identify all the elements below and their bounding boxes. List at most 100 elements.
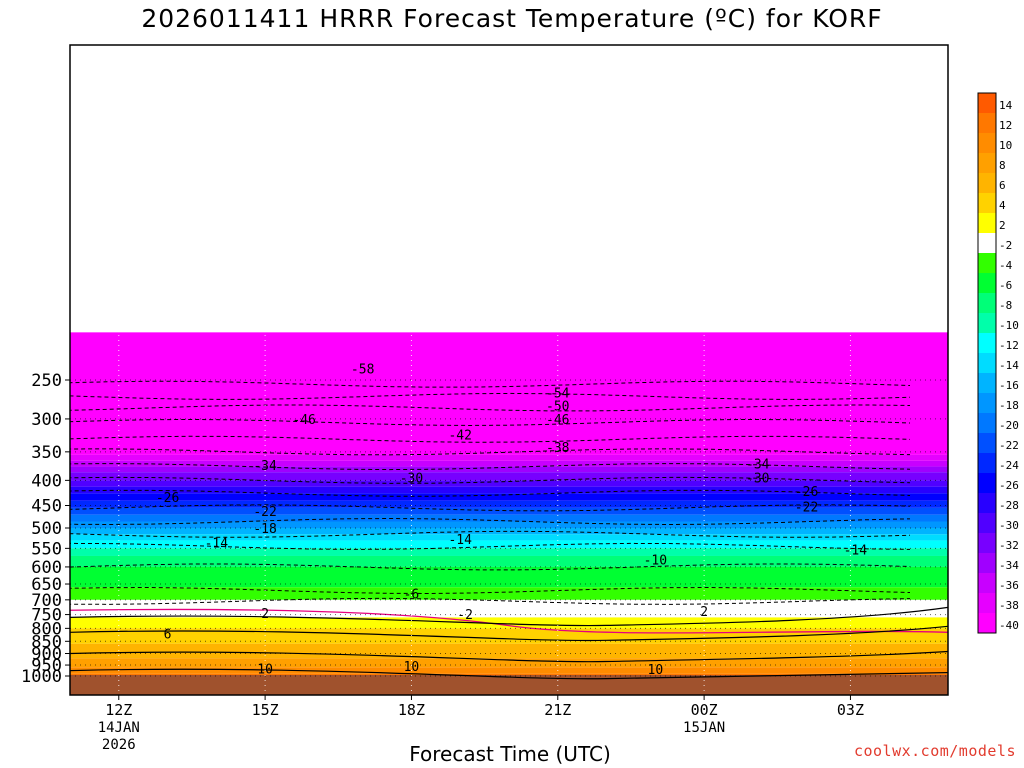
fill-band: [70, 587, 948, 600]
fill-band: [70, 540, 948, 549]
contour-label: -42: [448, 429, 471, 444]
contour-label: -38: [546, 441, 569, 456]
colorbar-label: 10: [999, 139, 1012, 152]
contour-label: -50: [546, 400, 569, 415]
colorbar-label: -34: [999, 559, 1019, 572]
y-tick-label: 550: [31, 539, 62, 559]
y-tick-label: 300: [31, 410, 62, 430]
contour-label: -18: [253, 522, 276, 537]
contour-label: -14: [205, 536, 229, 551]
contour-label: -30: [400, 472, 423, 487]
isotherm-dashed: [69, 489, 911, 497]
colorbar-swatch: [978, 533, 996, 553]
contour-label: -46: [546, 413, 569, 428]
colorbar-label: -14: [999, 359, 1019, 372]
colorbar-label: -26: [999, 479, 1019, 492]
colorbar-label: -8: [999, 299, 1012, 312]
fill-band: [70, 521, 948, 528]
x-tick-label: 18Z: [398, 701, 425, 719]
isotherm-solid: [69, 668, 949, 680]
colorbar-label: 4: [999, 199, 1006, 212]
colorbar-swatch: [978, 353, 996, 373]
colorbar-label: -28: [999, 499, 1019, 512]
colorbar-label: 6: [999, 179, 1006, 192]
y-tick-label: 800: [31, 619, 62, 639]
y-tick-label: 900: [31, 645, 62, 665]
colorbar-label: -6: [999, 279, 1012, 292]
isotherm-dashed: [69, 504, 911, 512]
isotherm-solid: [69, 650, 949, 663]
isotherm-dashed: [69, 542, 911, 550]
contour-label: -58: [351, 363, 374, 378]
contour-label: -2: [457, 608, 473, 623]
contour-label: 10: [257, 662, 273, 677]
chart-title: 2026011411 HRRR Forecast Temperature (ºC…: [141, 4, 883, 33]
fill-band: [70, 658, 948, 668]
contour-label: -26: [156, 491, 179, 506]
colorbar-label: 14: [999, 99, 1013, 112]
colorbar-swatch: [978, 313, 996, 333]
colorbar-swatch: [978, 173, 996, 193]
contour-label: 10: [648, 663, 664, 678]
isotherm-dashed: [69, 404, 911, 412]
colorbar: 14 12 10 8 6 4 2 -2 -4 -6 -8 -10 -12 -14 -16 -18 -20 -22 -…: [977, 92, 1019, 634]
fill-band: [70, 528, 948, 535]
colorbar-swatch: [978, 333, 996, 353]
y-tick-label: 650: [31, 575, 62, 595]
isotherm-dashed: [69, 587, 911, 594]
y-tick-label: 1000: [21, 667, 62, 687]
isotherm-dashed: [69, 435, 911, 443]
colorbar-swatch: [978, 193, 996, 213]
x-tick-date: 15JAN: [683, 720, 725, 736]
fill-band: [70, 454, 948, 461]
contour-label: -10: [644, 554, 667, 569]
fill-band: [70, 555, 948, 567]
fill-band: [70, 617, 948, 629]
isotherm-dashed: [69, 476, 911, 484]
fill-band: [70, 534, 948, 541]
colorbar-swatch: [978, 553, 996, 573]
colorbar-label: -38: [999, 599, 1019, 612]
y-axis: 2503003504004505005506006507007508008509…: [21, 371, 70, 687]
colorbar-swatch: [978, 253, 996, 273]
credit-link[interactable]: coolwx.com/models: [853, 742, 1016, 760]
colorbar-swatch: [978, 473, 996, 493]
fill-band: [70, 667, 948, 674]
isotherm-dashed: [69, 463, 911, 471]
colorbar-swatch: [978, 233, 996, 253]
contour-label: -14: [844, 544, 868, 559]
contour-label: 6: [164, 628, 172, 643]
x-tick-label: 00Z: [691, 701, 718, 719]
fill-band: [70, 500, 948, 508]
fill-band: [70, 466, 948, 473]
y-tick-label: 500: [31, 519, 62, 539]
terrain-strip: [70, 675, 948, 695]
contour-labels: -58-54-50-46 -46-42-38-34 -34-30 -30-26 -26-…: [156, 363, 868, 678]
fill-band: [70, 493, 948, 501]
isotherm-dashed: [69, 448, 911, 456]
colorbar-label: -30: [999, 519, 1019, 532]
colorbar-label: -24: [999, 459, 1019, 472]
plot-frame: [69, 44, 949, 696]
y-tick-label: 600: [31, 558, 62, 578]
colorbar-swatch: [978, 113, 996, 133]
x-tick-label: 03Z: [837, 701, 864, 719]
colorbar-label: -4: [999, 259, 1013, 272]
y-tick-label: 350: [31, 443, 62, 463]
fill-band: [70, 460, 948, 467]
fill-band: [70, 566, 948, 588]
y-tick-label: 400: [31, 471, 62, 491]
fill-band: [70, 480, 948, 487]
fill-band: [70, 486, 948, 494]
y-tick-label: 950: [31, 656, 62, 676]
isotherm-dashed: [69, 530, 911, 538]
fill-band: [70, 507, 948, 515]
x-axis-label: Forecast Time (UTC): [409, 742, 611, 766]
x-tick-label: 15Z: [252, 701, 279, 719]
isotherm-dashed: [69, 418, 911, 426]
freezing-line: [69, 608, 949, 634]
colorbar-label: 2: [999, 219, 1006, 232]
isotherm-lines: [69, 380, 949, 680]
